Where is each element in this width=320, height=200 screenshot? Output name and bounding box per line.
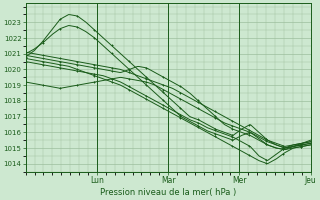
X-axis label: Pression niveau de la mer( hPa ): Pression niveau de la mer( hPa ) [100, 188, 236, 197]
